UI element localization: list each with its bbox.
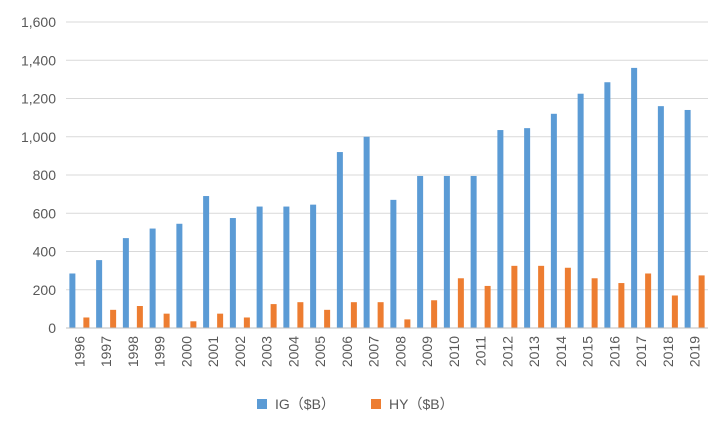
x-tick-label: 2014 bbox=[553, 336, 569, 367]
bar-ig bbox=[604, 82, 611, 329]
y-tick-label: 400 bbox=[33, 244, 57, 260]
bar-hy bbox=[618, 283, 625, 328]
x-tick-label: 2009 bbox=[419, 336, 435, 367]
bar-ig bbox=[203, 196, 210, 328]
bar-ig bbox=[96, 260, 103, 328]
y-tick-label: 1,400 bbox=[21, 52, 56, 68]
bar-hy bbox=[404, 319, 411, 328]
y-tick-label: 600 bbox=[33, 205, 57, 221]
x-tick-label: 2011 bbox=[473, 336, 489, 366]
y-tick-label: 1,600 bbox=[21, 14, 56, 30]
legend-item-ig: IG（$B） bbox=[257, 396, 335, 412]
x-tick-label: 1997 bbox=[98, 336, 114, 367]
bar-hy bbox=[350, 302, 357, 328]
bar-ig bbox=[657, 106, 664, 329]
x-tick-label: 2002 bbox=[232, 336, 248, 367]
y-tick-label: 800 bbox=[33, 167, 57, 183]
bar-hy bbox=[190, 321, 197, 328]
bar-ig bbox=[684, 109, 691, 328]
x-tick-label: 2015 bbox=[580, 336, 596, 367]
bar-ig bbox=[524, 128, 531, 328]
bar-ig bbox=[631, 67, 638, 329]
bar-hy bbox=[297, 302, 304, 328]
legend: IG（$B） HY（$B） bbox=[257, 396, 454, 412]
bar-ig bbox=[122, 238, 129, 328]
bar-hy bbox=[110, 309, 117, 328]
y-tick-label: 0 bbox=[48, 320, 56, 336]
bar-ig bbox=[497, 130, 504, 328]
x-tick-label: 2010 bbox=[446, 336, 462, 367]
legend-label: IG（$B） bbox=[275, 396, 335, 412]
bar-hy bbox=[538, 265, 545, 328]
bar-hy bbox=[83, 317, 90, 328]
bar-hy bbox=[511, 265, 518, 328]
bar-hy bbox=[217, 313, 224, 328]
bar-hy bbox=[163, 313, 170, 328]
x-tick-label: 1996 bbox=[71, 336, 87, 367]
bars bbox=[69, 67, 705, 329]
x-tick-label: 2003 bbox=[259, 336, 275, 367]
bar-hy bbox=[136, 306, 143, 328]
bar-ig bbox=[69, 273, 76, 328]
bar-hy bbox=[564, 267, 571, 328]
x-tick-label: 2017 bbox=[633, 336, 649, 367]
bar-ig bbox=[176, 223, 183, 328]
bar-ig bbox=[443, 175, 450, 328]
bar-hy bbox=[698, 275, 705, 328]
bar-ig bbox=[470, 175, 477, 328]
y-tick-label: 1,000 bbox=[21, 129, 56, 145]
x-tick-label: 2004 bbox=[285, 336, 301, 367]
x-tick-label: 1999 bbox=[152, 336, 168, 367]
bar-ig bbox=[336, 152, 343, 328]
bar-hy bbox=[645, 273, 652, 328]
bar-ig bbox=[256, 206, 263, 328]
bar-ig bbox=[417, 175, 424, 328]
bar-ig bbox=[149, 228, 156, 328]
bar-hy bbox=[270, 304, 277, 328]
x-tick-label: 2013 bbox=[526, 336, 542, 367]
bar-ig bbox=[363, 136, 370, 328]
bar-ig bbox=[390, 199, 397, 328]
bar-hy bbox=[591, 278, 598, 328]
x-tick-label: 2008 bbox=[392, 336, 408, 367]
legend-swatch bbox=[257, 399, 267, 409]
bar-ig bbox=[229, 218, 236, 328]
x-tick-label: 2012 bbox=[499, 336, 515, 367]
bar-hy bbox=[243, 317, 250, 328]
gridlines bbox=[66, 21, 708, 291]
bar-ig bbox=[577, 93, 584, 328]
bar-hy bbox=[377, 302, 384, 328]
x-axis-tick-labels: 1996 1997 1998 1999 2000 2001 2002 2003 2004 2005… bbox=[71, 336, 702, 367]
x-tick-label: 2001 bbox=[205, 336, 221, 367]
x-tick-label: 2005 bbox=[312, 336, 328, 367]
y-axis-tick-labels: 0 200 400 600 800 1,000 1,200 1,400 1,600 bbox=[21, 14, 56, 336]
x-tick-label: 2016 bbox=[606, 336, 622, 367]
y-tick-label: 1,200 bbox=[21, 91, 56, 107]
x-tick-label: 2000 bbox=[178, 336, 194, 367]
x-tick-label: 2018 bbox=[660, 336, 676, 367]
y-tick-label: 200 bbox=[33, 282, 57, 298]
bar-hy bbox=[324, 309, 331, 328]
x-tick-label: 1998 bbox=[125, 336, 141, 367]
bar-ig bbox=[550, 113, 557, 328]
x-tick-label: 2006 bbox=[339, 336, 355, 367]
x-tick-label: 2007 bbox=[366, 336, 382, 367]
bar-hy bbox=[671, 295, 678, 328]
x-tick-label: 2019 bbox=[687, 336, 703, 367]
legend-swatch bbox=[371, 399, 381, 409]
legend-item-hy: HY（$B） bbox=[371, 396, 454, 412]
bar-ig bbox=[283, 206, 290, 328]
bar-ig bbox=[310, 204, 317, 328]
legend-label: HY（$B） bbox=[389, 396, 454, 412]
bar-hy bbox=[484, 285, 491, 328]
bar-hy bbox=[457, 278, 464, 328]
bar-hy bbox=[431, 300, 438, 328]
